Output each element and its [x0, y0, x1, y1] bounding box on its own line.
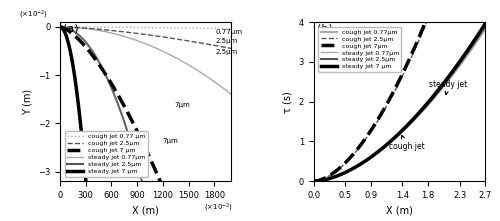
Y-axis label: τ (s): τ (s): [283, 91, 293, 112]
Text: ($\times10^{-2}$): ($\times10^{-2}$): [19, 8, 48, 21]
X-axis label: X (m): X (m): [132, 206, 159, 215]
Legend: cough jet 0.77 μm, cough jet 2.5μm, cough jet 7 μm, steady jet 0.77μm, steady je: cough jet 0.77 μm, cough jet 2.5μm, coug…: [65, 131, 148, 177]
Text: (b): (b): [317, 24, 333, 34]
Text: 2.5μm: 2.5μm: [216, 38, 238, 44]
Text: 7μm: 7μm: [175, 102, 190, 108]
Y-axis label: Y (m): Y (m): [22, 89, 32, 115]
Text: cough jet: cough jet: [388, 135, 424, 151]
Text: ($\times10^{-2}$): ($\times10^{-2}$): [204, 202, 233, 214]
Legend: cough jet 0.77μm, cough jet 2.5μm, cough jet 7μm, steady jet 0.77μm, steady jet : cough jet 0.77μm, cough jet 2.5μm, cough…: [318, 27, 402, 72]
Text: 7μm: 7μm: [162, 138, 178, 144]
Text: steady jet: steady jet: [429, 80, 468, 95]
Text: 0.77μm: 0.77μm: [216, 29, 243, 35]
Text: 2.5μm: 2.5μm: [216, 49, 238, 55]
X-axis label: X (m): X (m): [386, 206, 413, 215]
Text: (a): (a): [64, 24, 79, 34]
